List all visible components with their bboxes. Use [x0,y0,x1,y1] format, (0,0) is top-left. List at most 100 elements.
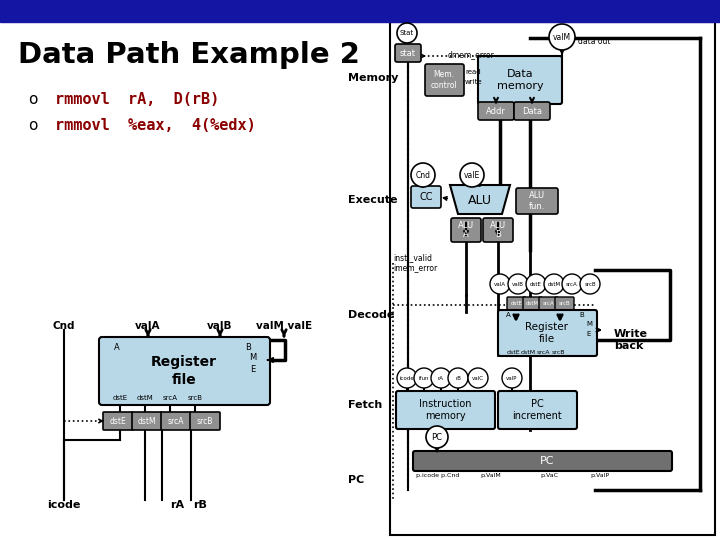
FancyBboxPatch shape [396,391,495,429]
FancyBboxPatch shape [395,44,421,62]
Text: dstE: dstE [530,281,542,287]
Text: valC: valC [472,375,484,381]
Text: p.ValP: p.ValP [590,472,609,477]
Text: write: write [465,79,482,85]
Circle shape [411,163,435,187]
Circle shape [580,274,600,294]
Text: Fetch: Fetch [348,400,382,410]
FancyBboxPatch shape [514,102,550,120]
Circle shape [490,274,510,294]
Text: p.VaC: p.VaC [540,472,558,477]
Text: srcB: srcB [584,281,596,287]
Text: Instruction
memory: Instruction memory [419,399,472,421]
Text: ALU
fun.: ALU fun. [528,191,545,211]
FancyBboxPatch shape [523,297,542,310]
Text: dstM: dstM [521,349,536,354]
Text: M: M [249,354,256,362]
Text: dstE: dstE [510,301,523,306]
Text: p.icode p.Cnd: p.icode p.Cnd [416,472,459,477]
Text: PC: PC [348,475,364,485]
Text: Mem.
control: Mem. control [431,70,457,90]
Circle shape [431,368,451,388]
Text: valB: valB [207,321,233,331]
Circle shape [414,368,434,388]
Text: dstM: dstM [547,281,561,287]
Text: ALU: ALU [468,193,492,206]
Text: Cnd: Cnd [415,171,431,179]
Text: dstM: dstM [526,301,539,306]
FancyBboxPatch shape [425,64,464,96]
Text: Memory: Memory [348,73,398,83]
Text: Write
back: Write back [614,329,648,351]
Text: Decode: Decode [348,310,395,320]
FancyBboxPatch shape [478,102,514,120]
Text: Data Path Example 2: Data Path Example 2 [18,41,360,69]
Text: valE: valE [464,171,480,179]
Text: icode: icode [48,500,81,510]
Text: Stat: Stat [400,30,414,36]
Circle shape [508,274,528,294]
Circle shape [526,274,546,294]
Text: dstM: dstM [137,395,153,401]
FancyBboxPatch shape [483,218,513,242]
Bar [390,22,715,535]
Text: CC: CC [419,192,433,202]
Text: srcA: srcA [543,301,554,306]
FancyBboxPatch shape [516,188,558,214]
Text: valM valE: valM valE [256,321,312,331]
FancyBboxPatch shape [190,412,220,430]
Text: dstE: dstE [506,349,520,354]
FancyBboxPatch shape [103,412,133,430]
Text: srcB: srcB [559,301,570,306]
Text: E: E [251,366,256,375]
Text: srcA: srcA [536,349,550,354]
FancyBboxPatch shape [498,310,597,356]
Text: valA: valA [135,321,161,331]
Text: Execute: Execute [348,195,397,205]
Text: rB: rB [193,500,207,510]
Text: PC
increment: PC increment [512,399,562,421]
Text: PC: PC [431,433,443,442]
Text: srcA: srcA [168,416,184,426]
Text: Data
memory: Data memory [497,69,544,91]
Text: rA: rA [170,500,184,510]
Text: data out: data out [578,37,611,46]
Text: srcB: srcB [187,395,202,401]
Circle shape [502,368,522,388]
Text: valA: valA [494,281,506,287]
FancyBboxPatch shape [413,451,672,471]
Text: A: A [505,312,510,318]
Text: rmmovl  %eax,  4(%edx): rmmovl %eax, 4(%edx) [55,118,256,132]
Text: ifun: ifun [419,375,429,381]
Circle shape [562,274,582,294]
Text: dmem_error: dmem_error [448,51,495,59]
FancyBboxPatch shape [161,412,191,430]
Text: p.ValM: p.ValM [480,472,500,477]
Text: valB: valB [512,281,524,287]
Text: Addr: Addr [486,106,506,116]
Circle shape [544,274,564,294]
Text: PC: PC [540,456,554,466]
Text: ALU
A: ALU A [458,221,474,239]
Text: Register
file: Register file [526,322,569,344]
Circle shape [448,368,468,388]
Text: o: o [28,118,37,132]
Text: Cnd: Cnd [53,321,76,331]
FancyBboxPatch shape [132,412,162,430]
Text: valM: valM [553,32,571,42]
Text: Data: Data [522,106,542,116]
Text: srcA: srcA [566,281,578,287]
Text: icode: icode [400,375,415,381]
Text: srcB: srcB [552,349,564,354]
Text: valP: valP [506,375,518,381]
Text: stat: stat [400,49,416,57]
Text: M: M [586,321,592,327]
Text: dstE: dstE [112,395,127,401]
Bar [0,0,720,22]
Circle shape [460,163,484,187]
Text: insti_valid: insti_valid [393,253,432,262]
Circle shape [426,426,448,448]
Circle shape [549,24,575,50]
Circle shape [397,368,417,388]
Text: B: B [245,343,251,353]
